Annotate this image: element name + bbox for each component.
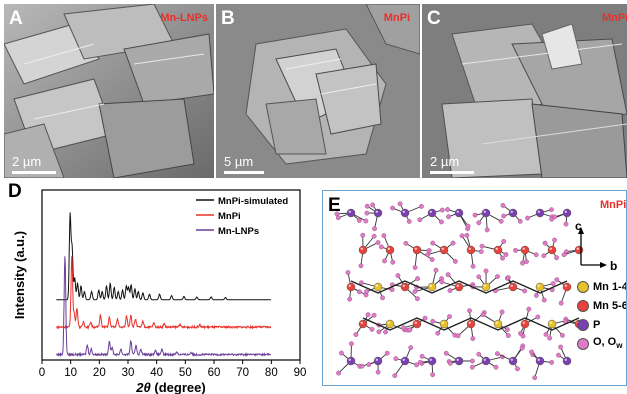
panel-letter-b: B	[221, 9, 235, 28]
structure-atom	[347, 357, 355, 365]
structure-atom	[536, 283, 544, 291]
structure-atom	[563, 283, 571, 291]
structure-atom	[548, 320, 556, 328]
atom-swatch-icon	[577, 338, 589, 350]
legend-label: MnPi-simulated	[218, 196, 288, 207]
structure-atom	[467, 320, 475, 328]
legend-label: P	[593, 319, 600, 331]
structure-atom	[347, 283, 355, 291]
structure-atom	[401, 283, 409, 291]
legend-label: O, Ow	[593, 336, 622, 350]
plot-frame	[42, 190, 300, 360]
legend-label: Mn 5-6	[593, 300, 627, 312]
x-tick-label: 10	[64, 367, 77, 379]
structure-atom	[482, 357, 490, 365]
legend-item: P	[577, 315, 627, 334]
structure-atom	[440, 320, 448, 328]
axis-label-b: b	[610, 259, 617, 273]
x-tick-label: 90	[294, 367, 307, 379]
structure-atom	[455, 209, 463, 217]
panel-letter-c: C	[427, 9, 441, 28]
structure-atom	[374, 357, 382, 365]
structure-atom	[509, 283, 517, 291]
xrd-chart: 0 10 20 30 40 50 60 70 80 90 2θ (degree) Intensity …	[0, 180, 318, 394]
structure-atom	[563, 357, 571, 365]
atom-swatch-icon	[577, 319, 589, 331]
legend-item: Mn 1-4	[577, 277, 627, 296]
sem-panel-c: C MnPi 2 µm	[422, 4, 627, 178]
x-tick-label: 50	[179, 367, 192, 379]
structure-legend: Mn 1-4 Mn 5-6 P O, Ow	[577, 277, 627, 353]
structure-atom	[359, 246, 367, 254]
panel-tag-a: Mn-LNPs	[160, 13, 208, 24]
legend-item: Mn 5-6	[577, 296, 627, 315]
scale-label-a: 2 µm	[12, 155, 41, 168]
x-tick-label: 60	[208, 367, 221, 379]
legend-subscript: w	[616, 342, 622, 351]
scale-label-c: 2 µm	[430, 155, 459, 168]
sem-image-a	[4, 4, 214, 178]
structure-atom	[374, 209, 382, 217]
panel-tag-b: MnPi	[384, 13, 410, 24]
structure-atom	[548, 246, 556, 254]
structure-atom	[536, 357, 544, 365]
structure-atom	[563, 209, 571, 217]
structure-atom	[386, 320, 394, 328]
structure-atom	[521, 246, 529, 254]
structure-atom	[386, 246, 394, 254]
structure-atom	[347, 209, 355, 217]
x-tick-label: 40	[150, 367, 163, 379]
x-tick-label: 30	[122, 367, 135, 379]
structure-atom	[440, 246, 448, 254]
axis-label-c: c	[575, 219, 582, 233]
x-tick-label: 80	[265, 367, 278, 379]
x-tick-label: 70	[236, 367, 249, 379]
sem-image-c	[422, 4, 627, 178]
legend-label: Mn-LNPs	[218, 226, 259, 237]
x-tick-label: 0	[39, 367, 45, 379]
legend-label: Mn 1-4	[593, 281, 627, 293]
structure-atom	[413, 320, 421, 328]
structure-atom	[509, 357, 517, 365]
structure-atom	[509, 209, 517, 217]
structure-atom	[536, 209, 544, 217]
legend-label: MnPi	[218, 211, 241, 222]
structure-atom	[401, 357, 409, 365]
structure-atom	[482, 283, 490, 291]
series-line-mnpi	[56, 256, 271, 328]
structure-atom	[467, 246, 475, 254]
structure-atom	[413, 246, 421, 254]
structure-atom	[455, 283, 463, 291]
structure-atom	[428, 357, 436, 365]
structure-atom	[521, 320, 529, 328]
structure-atom	[428, 283, 436, 291]
structure-atom	[494, 246, 502, 254]
panel-tag-c: MnPi	[602, 13, 627, 24]
structure-atom	[401, 209, 409, 217]
atom-swatch-icon	[577, 300, 589, 312]
structure-atom	[359, 320, 367, 328]
structure-atom	[482, 209, 490, 217]
structure-atom	[428, 209, 436, 217]
y-axis-label: Intensity (a.u.)	[12, 231, 27, 319]
sem-image-b	[216, 4, 420, 178]
structure-panel: E MnPi c b Mn 1-4 Mn 5-6 P O, Ow	[322, 190, 627, 386]
x-tick-label: 20	[93, 367, 106, 379]
x-axis-label: 2θ (degree)	[135, 380, 205, 394]
atom-swatch-icon	[577, 281, 589, 293]
legend-item: O, Ow	[577, 334, 627, 353]
sem-panel-b: B MnPi 5 µm	[216, 4, 420, 178]
scale-bar-c	[430, 171, 474, 174]
scale-label-b: 5 µm	[224, 155, 253, 168]
xrd-chart-panel: D 0 10 20 30 40 50 60 70 80 90 2θ (degree) Intensit…	[0, 180, 318, 394]
panel-letter-d: D	[8, 182, 22, 201]
series-line-mn-lnps	[56, 256, 271, 355]
structure-atom	[374, 283, 382, 291]
panel-letter-a: A	[9, 9, 23, 28]
structure-atom	[494, 320, 502, 328]
scale-bar-a	[12, 171, 56, 174]
scale-bar-b	[224, 171, 264, 174]
sem-panel-a: A Mn-LNPs 2 µm	[4, 4, 214, 178]
structure-atom	[455, 357, 463, 365]
